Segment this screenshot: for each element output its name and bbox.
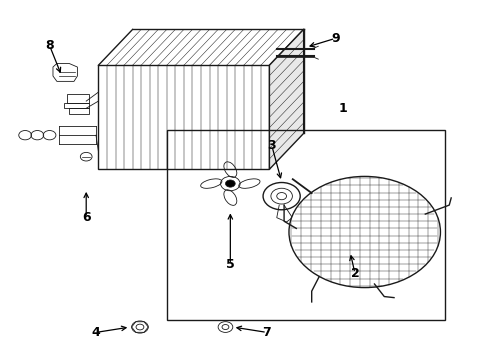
Text: 6: 6	[82, 211, 91, 224]
Circle shape	[218, 321, 233, 332]
Polygon shape	[98, 65, 270, 169]
Text: 2: 2	[350, 267, 359, 280]
Polygon shape	[270, 30, 304, 169]
Text: 5: 5	[226, 258, 235, 271]
Circle shape	[225, 180, 235, 187]
Text: 1: 1	[339, 102, 347, 115]
Text: 7: 7	[263, 326, 271, 339]
Text: 9: 9	[331, 32, 340, 45]
Text: 8: 8	[45, 39, 54, 52]
Text: 3: 3	[268, 139, 276, 152]
Circle shape	[132, 321, 148, 333]
Circle shape	[289, 176, 441, 288]
Text: 4: 4	[92, 326, 100, 339]
